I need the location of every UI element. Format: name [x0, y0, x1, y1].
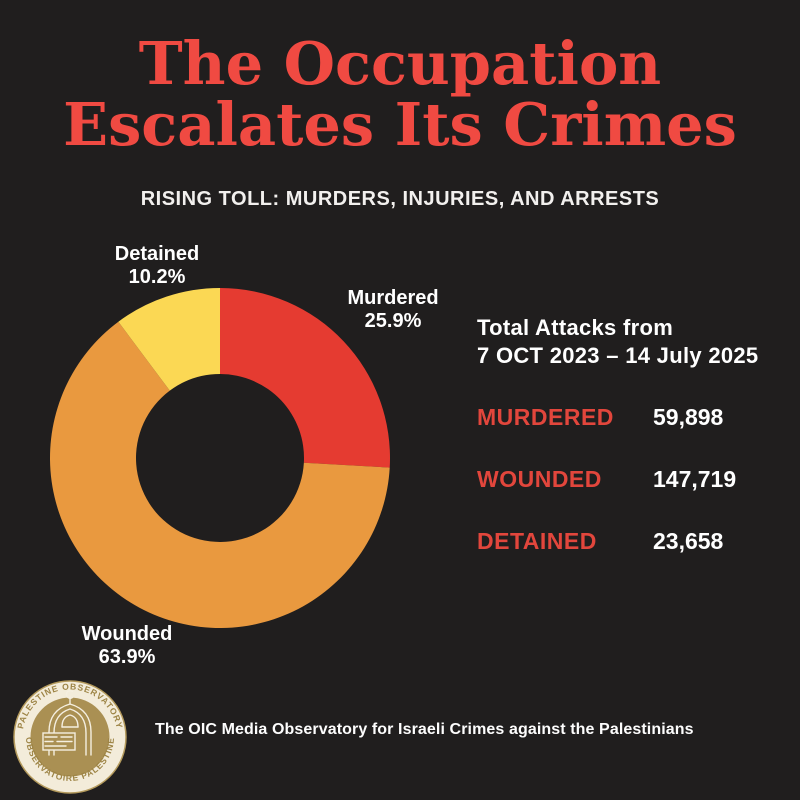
page-subtitle: RISING TOLL: MURDERS, INJURIES, AND ARRE…	[140, 188, 660, 210]
page-title-line1: The Occupation	[138, 29, 662, 98]
slice-label-detained: Detained 10.2%	[92, 243, 222, 289]
stat-row-wounded: WOUNDED 147,719	[477, 466, 787, 493]
stat-row-murdered: MURDERED 59,898	[477, 404, 787, 431]
page-title: The Occupation Escalates Its Crimes	[0, 29, 800, 159]
donut-slice-wounded	[50, 321, 390, 628]
slice-label-murdered-pct: 25.9%	[364, 310, 422, 332]
stats-heading-line2: 7 OCT 2023 – 14 July 2025	[477, 343, 759, 368]
slice-label-wounded-pct: 63.9%	[98, 646, 156, 668]
observatory-seal-logo: PALESTINE OBSERVATORY OBSERVATOIRE PALES…	[13, 680, 127, 794]
stats-rows: MURDERED 59,898 WOUNDED 147,719 DETAINED…	[477, 404, 787, 555]
page-title-line2: Escalates Its Crimes	[63, 89, 737, 159]
slice-label-detained-pct: 10.2%	[128, 266, 186, 288]
stat-value-detained: 23,658	[653, 528, 724, 554]
slice-label-murdered: Murdered 25.9%	[328, 287, 458, 333]
donut-slice-detained	[118, 288, 220, 391]
stat-value-murdered: 59,898	[653, 404, 724, 430]
stats-panel: Total Attacks from 7 OCT 2023 – 14 July …	[477, 314, 787, 590]
mosque-icon	[42, 690, 92, 756]
stat-label-wounded: WOUNDED	[477, 466, 602, 492]
donut-slice-murdered	[220, 288, 390, 468]
stat-label-murdered: MURDERED	[477, 404, 614, 430]
donut-chart	[50, 288, 390, 628]
stat-row-detained: DETAINED 23,658	[477, 528, 787, 555]
stat-label-detained: DETAINED	[477, 528, 597, 554]
footer-note: The OIC Media Observatory for Israeli Cr…	[155, 721, 694, 738]
stat-value-wounded: 147,719	[653, 466, 737, 492]
slice-label-wounded: Wounded 63.9%	[62, 623, 192, 669]
stats-heading-line1: Total Attacks from	[477, 315, 674, 340]
slice-label-wounded-name: Wounded	[81, 623, 173, 645]
slice-label-detained-name: Detained	[114, 243, 200, 265]
slice-label-murdered-name: Murdered	[347, 287, 439, 309]
stats-heading: Total Attacks from 7 OCT 2023 – 14 July …	[477, 314, 787, 370]
